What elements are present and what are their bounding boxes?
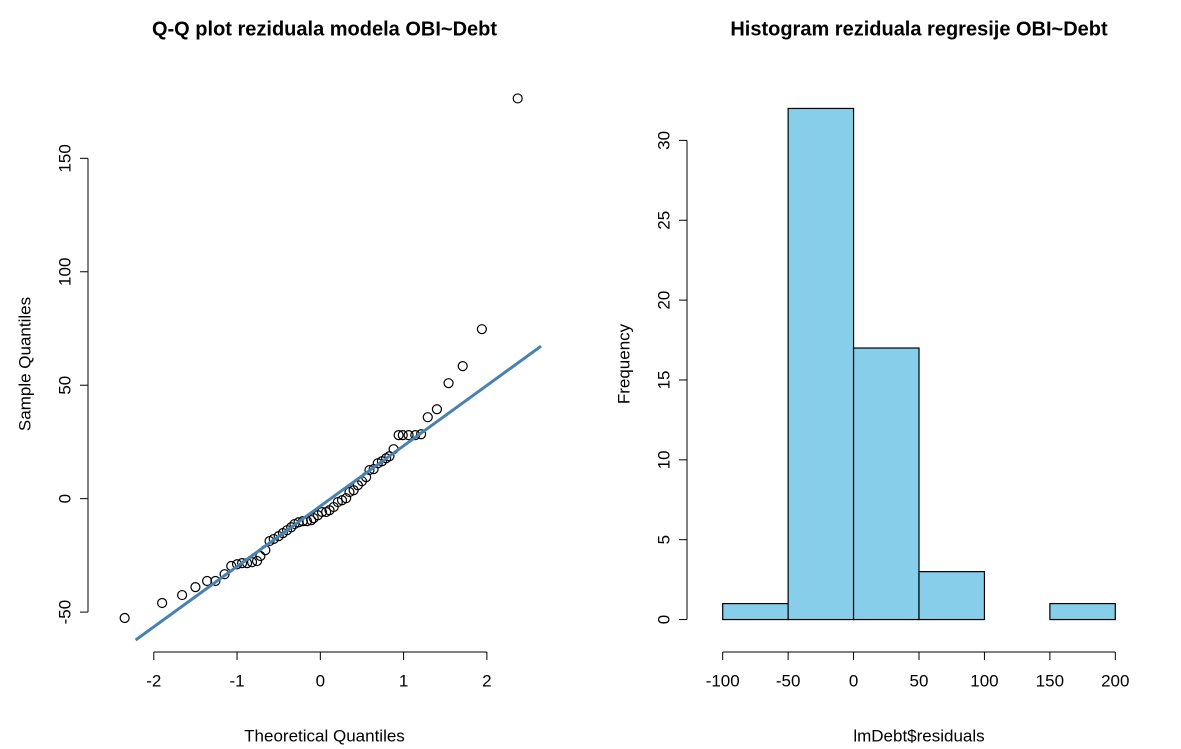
chart-title: Histogram reziduala regresije OBI~Debt xyxy=(730,18,1108,40)
y-tick-label: 25 xyxy=(654,211,673,230)
x-axis-title: lmDebt$residuals xyxy=(853,726,984,745)
y-tick-label: -50 xyxy=(55,600,74,625)
x-tick-label: -100 xyxy=(706,671,740,690)
point xyxy=(251,555,263,567)
point xyxy=(397,430,408,441)
y-axis-title: Sample Quantiles xyxy=(15,297,34,431)
point xyxy=(306,515,317,526)
bar xyxy=(787,107,855,621)
x-tick-label: -50 xyxy=(776,671,801,690)
y-tick-label: 5 xyxy=(654,535,673,544)
point xyxy=(316,506,328,518)
bar xyxy=(722,602,789,621)
x-tick-label: 150 xyxy=(1036,671,1064,690)
point xyxy=(443,378,454,389)
plot-area xyxy=(119,93,523,624)
bar xyxy=(852,347,920,621)
y-tick-label: 10 xyxy=(654,450,673,469)
y-tick-label: 100 xyxy=(55,258,74,286)
point xyxy=(457,361,468,372)
y-tick-label: 150 xyxy=(55,144,74,172)
point xyxy=(201,575,213,587)
x-tick-label: 100 xyxy=(970,671,998,690)
point xyxy=(268,533,279,545)
y-tick-label: 0 xyxy=(55,494,74,503)
point xyxy=(255,550,266,562)
x-tick-label: 200 xyxy=(1101,671,1129,690)
point xyxy=(190,582,201,593)
point xyxy=(236,557,248,569)
point xyxy=(431,404,443,415)
x-tick-label: 2 xyxy=(482,671,491,690)
y-tick-label: 0 xyxy=(654,615,673,624)
point xyxy=(219,569,230,580)
bar xyxy=(1049,602,1116,621)
point xyxy=(286,522,297,533)
point xyxy=(177,589,188,601)
point xyxy=(119,612,130,624)
y-tick-label: 50 xyxy=(55,376,74,395)
x-tick-label: -1 xyxy=(230,671,245,690)
point xyxy=(476,324,487,335)
bar xyxy=(918,571,986,621)
point xyxy=(341,493,352,504)
y-tick-label: 15 xyxy=(654,371,673,390)
point xyxy=(403,430,414,441)
point xyxy=(422,412,433,423)
x-tick-label: 0 xyxy=(849,671,858,690)
point xyxy=(246,557,258,568)
x-tick-label: 1 xyxy=(399,671,408,690)
x-axis-title: Theoretical Quantiles xyxy=(244,726,405,745)
point xyxy=(157,597,168,609)
point xyxy=(210,575,221,587)
reference-line xyxy=(134,344,542,642)
y-axis-title: Frequency xyxy=(614,323,633,404)
y-tick-label: 20 xyxy=(654,291,673,310)
x-tick-label: 0 xyxy=(316,671,325,690)
x-tick-label: -2 xyxy=(146,671,161,690)
point xyxy=(364,464,375,476)
point xyxy=(393,430,404,441)
point xyxy=(415,429,427,440)
point xyxy=(512,93,523,104)
chart-title: Q-Q plot reziduala modela OBI~Debt xyxy=(152,18,497,40)
y-tick-label: 30 xyxy=(654,131,673,150)
x-tick-label: 50 xyxy=(910,671,929,690)
